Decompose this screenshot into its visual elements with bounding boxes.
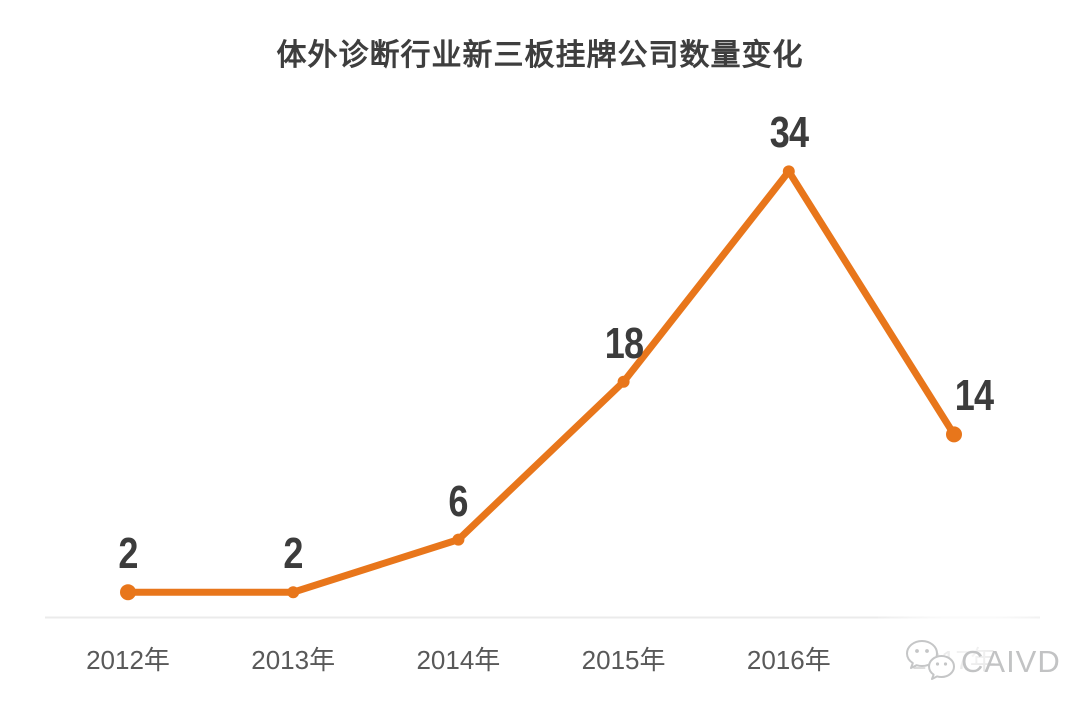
wechat-icon [906, 640, 955, 680]
data-label: 18 [604, 318, 643, 368]
chart-title: 体外诊断行业新三板挂牌公司数量变化 [276, 39, 804, 72]
data-point [287, 586, 300, 599]
data-point [946, 426, 962, 443]
data-label: 2 [118, 529, 138, 579]
x-axis-label: 2016年 [746, 645, 831, 675]
watermark: CAIVD [906, 638, 1061, 686]
data-point [617, 375, 630, 388]
data-point [782, 165, 795, 178]
x-axis-label: 2014年 [416, 645, 501, 675]
data-point [120, 584, 136, 601]
x-axis-label: 2012年 [86, 645, 170, 675]
data-label: 2 [283, 529, 304, 579]
data-point [452, 533, 465, 546]
data-label: 14 [954, 371, 994, 421]
data-label: 6 [448, 476, 469, 526]
chart-line [124, 165, 958, 596]
x-axis-label: 2015年 [581, 645, 666, 675]
data-label: 34 [769, 108, 809, 158]
watermark-text: CAIVD [961, 644, 1061, 679]
x-axis-label: 2013年 [251, 645, 336, 675]
